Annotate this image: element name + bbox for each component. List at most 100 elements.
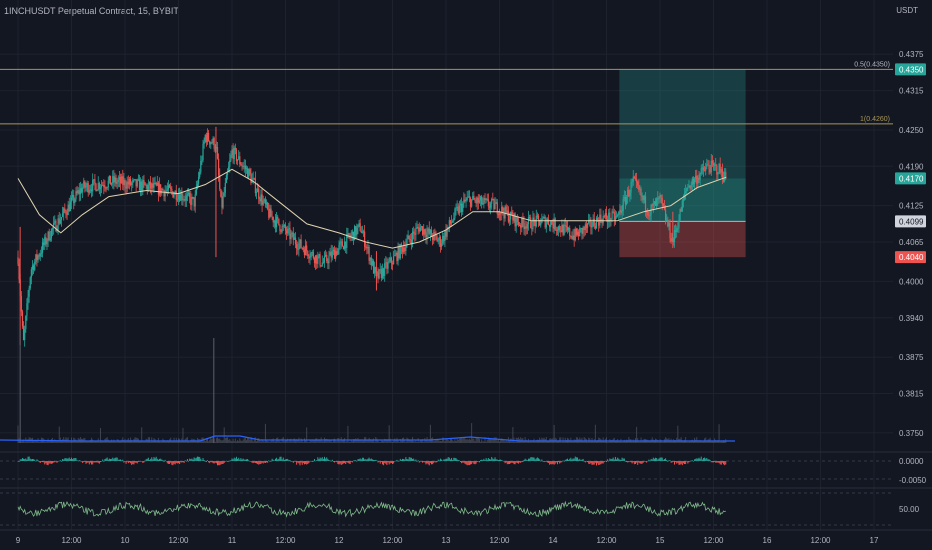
price-tag-label: 0.4099 bbox=[899, 217, 924, 226]
oscillator-bar bbox=[247, 458, 249, 461]
volume-bar bbox=[447, 440, 449, 443]
candle bbox=[367, 246, 369, 248]
candle bbox=[510, 211, 512, 220]
oscillator-bar bbox=[44, 461, 46, 465]
candle bbox=[317, 256, 319, 264]
volume-bar bbox=[321, 440, 323, 443]
candle bbox=[342, 246, 345, 250]
candle bbox=[151, 183, 153, 189]
volume-bar bbox=[229, 438, 231, 443]
oscillator-bar bbox=[295, 461, 297, 462]
oscillator-bar bbox=[574, 456, 576, 461]
oscillator-bar bbox=[426, 461, 428, 464]
oscillator-bar bbox=[349, 461, 351, 465]
oscillator-bar bbox=[56, 461, 58, 463]
oscillator-bar bbox=[361, 457, 363, 461]
oscillator-bar bbox=[137, 461, 139, 462]
oscillator-bar bbox=[253, 461, 255, 463]
volume-bar bbox=[291, 441, 293, 443]
candle bbox=[517, 221, 520, 225]
oscillator-bar bbox=[58, 460, 60, 462]
candle bbox=[659, 194, 661, 197]
candle bbox=[627, 189, 629, 198]
candle bbox=[592, 218, 594, 227]
oscillator-bar bbox=[520, 461, 522, 463]
oscillator-bar bbox=[381, 461, 383, 465]
oscillator-bar bbox=[86, 461, 88, 463]
oscillator-bar bbox=[590, 461, 592, 464]
oscillator-bar bbox=[725, 461, 727, 465]
oscillator-bar bbox=[609, 458, 611, 461]
oscillator-bar bbox=[623, 458, 625, 461]
oscillator-bar bbox=[467, 461, 469, 466]
volume-bar bbox=[342, 439, 344, 443]
candle bbox=[502, 206, 504, 214]
oscillator-bar bbox=[315, 460, 317, 462]
volume-bar bbox=[446, 438, 448, 443]
candle bbox=[506, 210, 508, 213]
volume-bar bbox=[413, 440, 415, 443]
candle bbox=[40, 252, 43, 254]
oscillator-bar bbox=[142, 461, 144, 463]
oscillator-bar bbox=[420, 461, 422, 462]
oscillator-bar bbox=[587, 461, 589, 463]
time-tick-label: 12:00 bbox=[703, 536, 724, 545]
oscillator-bar bbox=[30, 459, 32, 461]
candle bbox=[652, 203, 654, 206]
volume-bar bbox=[330, 439, 332, 443]
candle bbox=[43, 242, 45, 245]
volume-bar bbox=[99, 427, 101, 443]
candle bbox=[615, 215, 618, 217]
candle bbox=[68, 204, 70, 212]
volume-bar bbox=[269, 441, 271, 443]
oscillator-bar bbox=[249, 461, 251, 462]
oscillator-bar bbox=[350, 461, 352, 462]
candle bbox=[369, 257, 371, 261]
volume-bar bbox=[86, 440, 88, 443]
oscillator-bar bbox=[711, 461, 713, 463]
volume-bar bbox=[164, 441, 166, 443]
candle bbox=[522, 217, 524, 223]
volume-bar bbox=[441, 441, 443, 443]
oscillator-bar bbox=[627, 461, 629, 463]
oscillator-bar bbox=[661, 457, 663, 461]
oscillator-bar bbox=[642, 461, 644, 463]
price-tick-label: 0.4190 bbox=[899, 162, 924, 171]
candle bbox=[58, 218, 60, 224]
oscillator-bar bbox=[620, 459, 622, 461]
oscillator-bar bbox=[336, 461, 338, 463]
oscillator-bar bbox=[262, 461, 264, 464]
candle bbox=[603, 216, 605, 218]
candle bbox=[496, 202, 498, 214]
candle bbox=[580, 227, 582, 229]
oscillator-bar bbox=[641, 461, 643, 464]
candle bbox=[90, 189, 93, 192]
oscillator-bar bbox=[452, 459, 454, 461]
oscillator-bar bbox=[124, 461, 126, 462]
volume-bar bbox=[709, 437, 711, 443]
candle bbox=[707, 164, 709, 166]
candle bbox=[712, 163, 715, 166]
volume-bar bbox=[502, 439, 504, 443]
volume-bar bbox=[467, 439, 469, 443]
candle bbox=[513, 213, 515, 221]
oscillator-bar bbox=[266, 461, 268, 463]
oscillator-bar bbox=[206, 460, 208, 461]
volume-bar bbox=[110, 441, 112, 443]
oscillator-bar bbox=[157, 459, 159, 461]
oscillator-bar bbox=[466, 461, 468, 466]
chart-header-symbol[interactable]: 1INCHUSDT Perpetual Contract, 15, BYBIT bbox=[4, 6, 179, 16]
volume-bar bbox=[338, 438, 340, 443]
oscillator-bar bbox=[601, 461, 603, 464]
volume-bar bbox=[358, 440, 360, 443]
candle bbox=[331, 251, 333, 258]
volume-bar bbox=[577, 437, 579, 443]
oscillator-bar bbox=[29, 458, 31, 461]
candle bbox=[438, 237, 440, 241]
oscillator-bar bbox=[27, 456, 29, 461]
oscillator-bar bbox=[493, 459, 495, 461]
candle bbox=[279, 224, 281, 231]
candle bbox=[239, 156, 241, 165]
candle bbox=[300, 239, 302, 248]
